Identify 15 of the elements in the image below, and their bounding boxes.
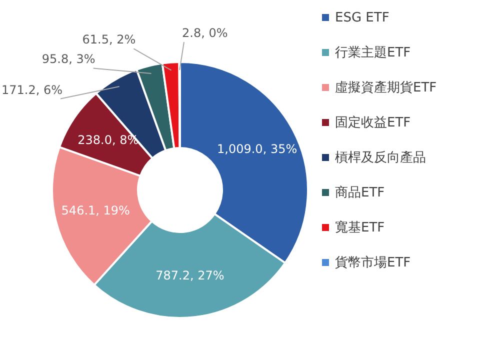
data-label: 546.1, 19% bbox=[61, 204, 130, 218]
data-label: 1,009.0, 35% bbox=[217, 142, 298, 156]
legend-label: 商品ETF bbox=[335, 186, 385, 201]
legend-label: 槓桿及反向產品 bbox=[335, 150, 426, 166]
data-label: 787.2, 27% bbox=[156, 268, 224, 283]
legend-label: 虛擬資產期貨ETF bbox=[335, 80, 437, 96]
legend-label: 行業主題ETF bbox=[335, 44, 411, 61]
data-label: 95.8, 3% bbox=[42, 52, 96, 66]
data-label: 2.8, 0% bbox=[182, 26, 228, 40]
legend-label: 貨幣市場ETF bbox=[335, 256, 411, 271]
data-label: 171.2, 6% bbox=[1, 82, 62, 97]
legend-label: 寬基ETF bbox=[335, 220, 385, 236]
legend-label: 固定收益ETF bbox=[335, 116, 411, 131]
legend-label: ESG ETF bbox=[335, 10, 390, 26]
data-label: 61.5, 2% bbox=[82, 32, 136, 47]
